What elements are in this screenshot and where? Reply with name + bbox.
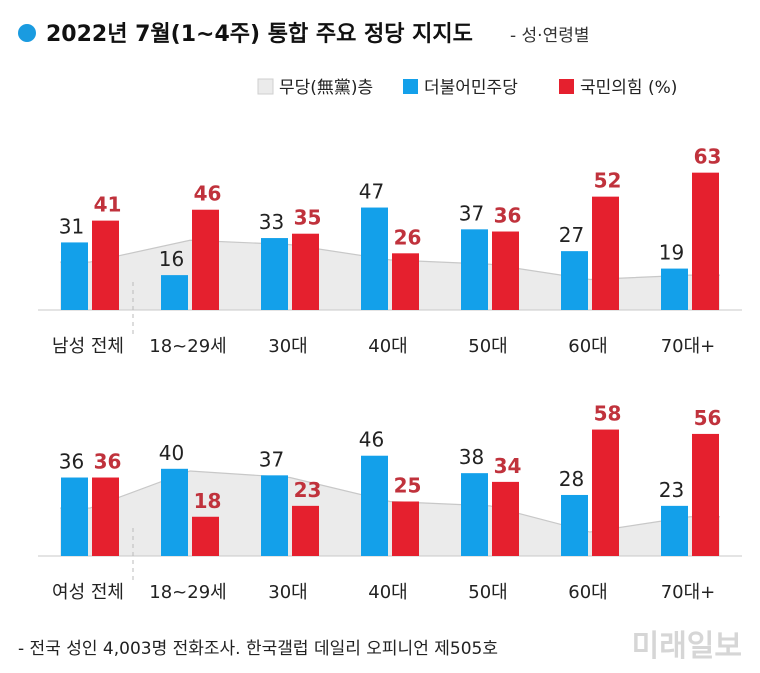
label-democratic-men-6: 19 <box>659 241 684 265</box>
bar-democratic-women-5 <box>561 494 588 556</box>
label-ppp-men-4: 36 <box>494 204 522 228</box>
label-ppp-men-0: 41 <box>94 193 122 217</box>
category-label-women-0: 여성 전체 <box>52 582 124 603</box>
bar-democratic-women-2 <box>261 475 288 556</box>
label-ppp-men-2: 35 <box>294 206 322 230</box>
label-democratic-women-5: 28 <box>559 467 584 491</box>
bar-ppp-men-0 <box>92 220 119 310</box>
label-ppp-women-2: 23 <box>294 478 322 502</box>
chart-subtitle: - 성·연령별 <box>510 26 590 46</box>
label-democratic-men-0: 31 <box>59 214 84 238</box>
bar-ppp-women-5 <box>592 429 619 556</box>
title-dot-icon <box>18 24 36 42</box>
category-label-men-4: 50대 <box>468 336 507 357</box>
bar-ppp-women-1 <box>192 516 219 556</box>
panel-women: 36 36 여성 전체 40 18 18~29세 37 23 30대 46 25 40대 38 34 50대… <box>38 402 742 603</box>
legend-swatch-democratic <box>403 79 418 94</box>
bar-democratic-men-6 <box>661 268 688 310</box>
label-democratic-men-2: 33 <box>259 210 284 234</box>
bar-ppp-men-2 <box>292 233 319 310</box>
bar-ppp-women-4 <box>492 481 519 556</box>
legend-label-democratic: 더불어민주당 <box>424 78 518 98</box>
label-democratic-men-5: 27 <box>559 223 584 247</box>
category-label-women-5: 60대 <box>568 582 607 603</box>
bar-ppp-men-4 <box>492 231 519 310</box>
label-democratic-women-4: 38 <box>459 445 484 469</box>
bar-democratic-women-4 <box>461 473 488 556</box>
bar-ppp-women-6 <box>692 433 719 556</box>
bar-ppp-men-1 <box>192 209 219 310</box>
independent-line-men <box>60 239 720 281</box>
bar-ppp-men-5 <box>592 196 619 310</box>
bar-democratic-men-4 <box>461 229 488 310</box>
panel-men: 31 41 남성 전체 16 46 18~29세 33 35 30대 47 26 40대 37 36 50대… <box>38 145 742 357</box>
category-label-men-0: 남성 전체 <box>52 336 124 357</box>
legend-label-independent: 무당(無黨)층 <box>279 78 373 98</box>
bar-democratic-men-2 <box>261 238 288 310</box>
bar-democratic-women-6 <box>661 505 688 556</box>
independent-area-women <box>60 470 720 556</box>
label-democratic-women-2: 37 <box>259 447 284 471</box>
category-label-women-6: 70대+ <box>661 582 716 603</box>
label-ppp-men-6: 63 <box>694 145 722 169</box>
bar-democratic-men-0 <box>61 242 88 310</box>
label-democratic-women-0: 36 <box>59 450 84 474</box>
category-label-men-5: 60대 <box>568 336 607 357</box>
bar-democratic-women-3 <box>361 455 388 556</box>
legend-swatch-ppp <box>559 79 574 94</box>
category-label-women-3: 40대 <box>368 582 407 603</box>
category-label-women-2: 30대 <box>268 582 307 603</box>
label-democratic-women-6: 23 <box>659 478 684 502</box>
category-label-men-3: 40대 <box>368 336 407 357</box>
label-ppp-men-5: 52 <box>594 169 622 193</box>
category-label-men-1: 18~29세 <box>149 336 226 357</box>
bar-democratic-men-5 <box>561 251 588 310</box>
label-ppp-women-1: 18 <box>194 489 222 513</box>
legend-label-ppp: 국민의힘 (%) <box>580 78 677 98</box>
chart-title: 2022년 7월(1~4주) 통합 주요 정당 지지도 <box>46 21 473 47</box>
label-ppp-women-4: 34 <box>494 454 522 478</box>
bar-ppp-women-0 <box>92 477 119 556</box>
category-label-men-2: 30대 <box>268 336 307 357</box>
bar-democratic-men-1 <box>161 275 188 310</box>
label-ppp-women-5: 58 <box>594 402 622 426</box>
category-label-men-6: 70대+ <box>661 336 716 357</box>
label-ppp-men-1: 46 <box>194 182 222 206</box>
bar-ppp-women-3 <box>392 501 419 556</box>
label-ppp-women-6: 56 <box>694 406 722 430</box>
label-ppp-women-3: 25 <box>394 474 422 498</box>
legend-swatch-independent <box>257 78 274 95</box>
footnote: - 전국 성인 4,003명 전화조사. 한국갤럽 데일리 오피니언 제505호 <box>18 639 498 659</box>
label-democratic-men-3: 47 <box>359 180 384 204</box>
independent-area-men <box>60 240 720 310</box>
label-democratic-women-1: 40 <box>159 441 184 465</box>
legend: 무당(無黨)층 더불어민주당 국민의힘 (%) <box>257 78 677 98</box>
label-ppp-men-3: 26 <box>394 225 422 249</box>
independent-line-women <box>60 470 720 533</box>
label-democratic-women-3: 46 <box>359 428 384 452</box>
category-label-women-4: 50대 <box>468 582 507 603</box>
bar-ppp-men-3 <box>392 253 419 310</box>
bar-democratic-men-3 <box>361 207 388 310</box>
label-democratic-men-1: 16 <box>159 247 184 271</box>
bar-democratic-women-0 <box>61 477 88 556</box>
bar-democratic-women-1 <box>161 468 188 556</box>
bar-ppp-men-6 <box>692 172 719 310</box>
bar-ppp-women-2 <box>292 505 319 556</box>
category-label-women-1: 18~29세 <box>149 582 226 603</box>
label-ppp-women-0: 36 <box>94 450 122 474</box>
label-democratic-men-4: 37 <box>459 201 484 225</box>
watermark-logo: 미래일보 <box>632 629 742 664</box>
